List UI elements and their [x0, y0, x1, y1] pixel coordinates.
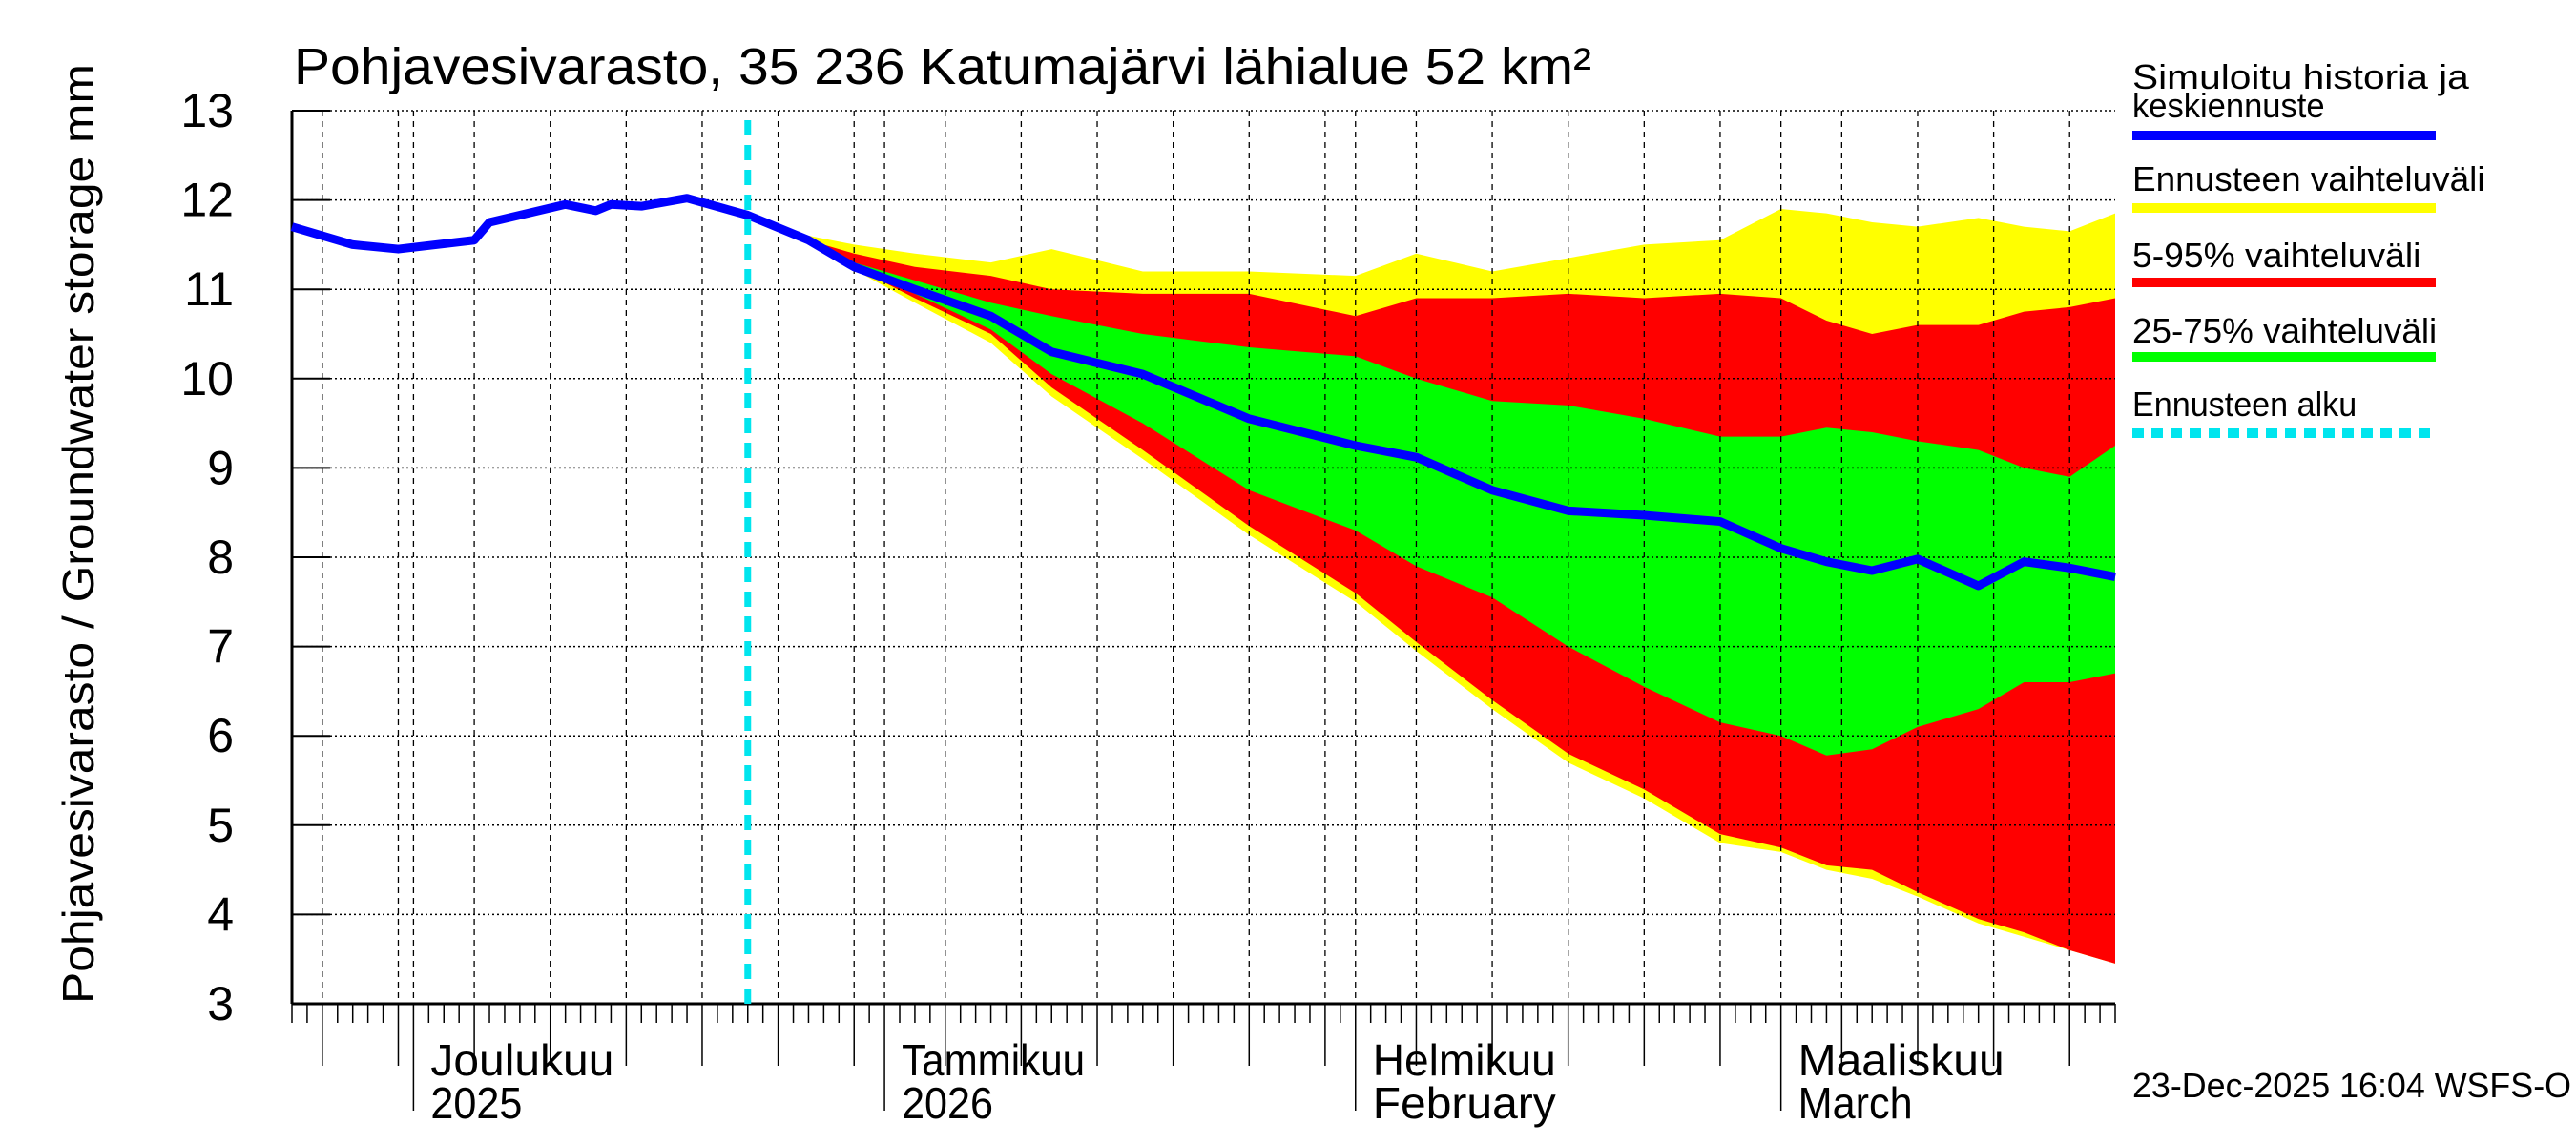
x-tick-label: Tammikuu	[902, 1035, 1085, 1085]
series-lines	[290, 120, 2116, 1004]
median-line	[290, 194, 2116, 591]
y-tick-label: 9	[207, 441, 234, 494]
legend-label: 25-75% vaihteluväli	[2132, 311, 2437, 350]
chart-title: Pohjavesivarasto, 35 236 Katumajärvi läh…	[294, 38, 1591, 95]
y-tick-label: 6	[207, 709, 234, 762]
y-axis-label: Pohjavesivarasto / Groundwater storage m…	[53, 64, 103, 1004]
y-tick-label: 8	[207, 531, 234, 584]
x-tick-label: Joulukuu	[430, 1035, 613, 1085]
legend-label: keskiennuste	[2132, 86, 2325, 125]
x-tick-label: 2026	[902, 1078, 993, 1128]
y-tick-label: 4	[207, 887, 234, 941]
y-tick-label: 10	[180, 352, 234, 406]
y-tick-label: 13	[180, 84, 234, 137]
timestamp: 23-Dec-2025 16:04 WSFS-O	[2132, 1066, 2571, 1105]
legend-label: 5-95% vaihteluväli	[2132, 236, 2420, 275]
legend-label: Ennusteen vaihteluväli	[2132, 159, 2485, 198]
x-tick-label: February	[1373, 1078, 1556, 1128]
band-25-75	[747, 215, 2115, 756]
legend-label: Ennusteen alku	[2132, 385, 2357, 424]
x-tick-label: March	[1798, 1078, 1913, 1128]
forecast-bands	[747, 208, 2115, 964]
band-5-95	[747, 215, 2115, 964]
x-tick-label: Helmikuu	[1373, 1035, 1556, 1085]
x-tick-label: Maaliskuu	[1798, 1035, 2005, 1085]
gridlines	[292, 110, 2115, 1005]
y-tick-label: 12	[180, 174, 234, 227]
y-tick-label: 7	[207, 620, 234, 674]
y-tick-label: 5	[207, 799, 234, 852]
y-tick-label: 3	[207, 977, 234, 1030]
legend-label: Simuloitu historia ja	[2132, 57, 2470, 96]
y-tick-label: 11	[184, 262, 234, 316]
x-tick-label: 2025	[430, 1078, 522, 1128]
